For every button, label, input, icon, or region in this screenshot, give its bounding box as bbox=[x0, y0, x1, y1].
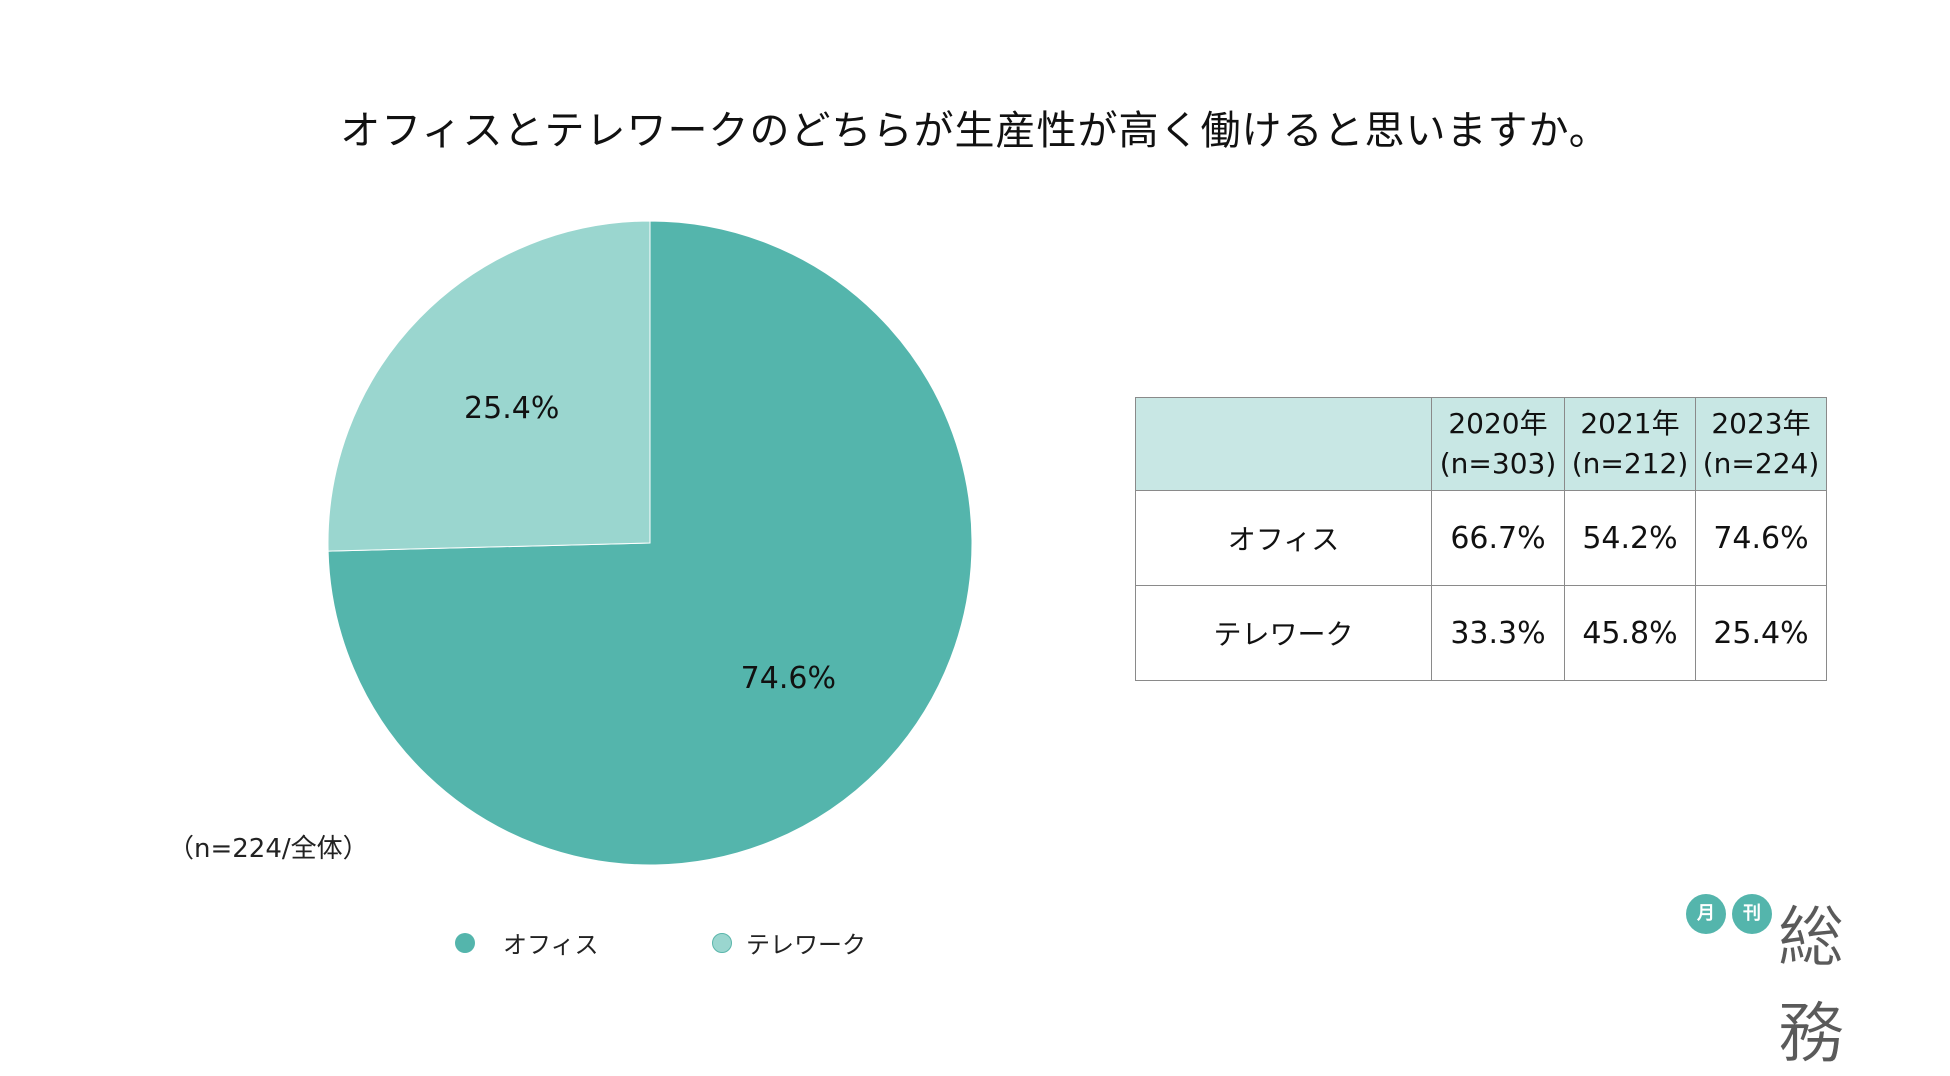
table-cell: 54.2% bbox=[1564, 490, 1696, 586]
table-cell: 74.6% bbox=[1695, 490, 1827, 586]
legend: オフィス テレワーク bbox=[0, 925, 1950, 965]
row-label: テレワーク bbox=[1135, 585, 1432, 681]
table-row: オフィス 66.7% 54.2% 74.6% bbox=[1135, 490, 1827, 586]
pie-chart: 74.6% 25.4% bbox=[327, 220, 973, 866]
header-year: 2023年 bbox=[1711, 407, 1811, 440]
table-header-cell: 2023年 (n=224) bbox=[1695, 397, 1827, 491]
header-n: (n=212) bbox=[1571, 447, 1689, 480]
table-cell: 25.4% bbox=[1695, 585, 1827, 681]
brand-badge-2: 刊 bbox=[1732, 894, 1772, 934]
table-row: テレワーク 33.3% 45.8% 25.4% bbox=[1135, 585, 1827, 681]
brand-logo: 月 刊 総務 bbox=[1686, 890, 1906, 1072]
comparison-table: 2020年 (n=303) 2021年 (n=212) 2023年 (n=224… bbox=[1135, 397, 1827, 681]
table-cell: 66.7% bbox=[1431, 490, 1565, 586]
header-n: (n=224) bbox=[1702, 447, 1820, 480]
pie-slice-telework bbox=[327, 220, 651, 552]
chart-title: オフィスとテレワークのどちらが生産性が高く働けると思いますか。 bbox=[340, 108, 1610, 154]
legend-swatch-telework bbox=[712, 932, 732, 953]
pie-label-office: 74.6% bbox=[741, 661, 836, 696]
table-cell: 45.8% bbox=[1564, 585, 1696, 681]
row-label: オフィス bbox=[1135, 490, 1432, 586]
legend-item-telework: テレワーク bbox=[712, 925, 866, 960]
header-year: 2020年 bbox=[1448, 407, 1548, 440]
legend-swatch-office bbox=[455, 932, 475, 953]
brand-name: 総務 bbox=[1778, 899, 1845, 1073]
pie-label-telework: 25.4% bbox=[464, 391, 559, 426]
table-header-corner bbox=[1135, 397, 1432, 491]
header-year: 2021年 bbox=[1580, 407, 1680, 440]
table-header-cell: 2021年 (n=212) bbox=[1564, 397, 1696, 491]
legend-label-telework: テレワーク bbox=[746, 931, 866, 959]
table-header-cell: 2020年 (n=303) bbox=[1431, 397, 1565, 491]
legend-item-office: オフィス bbox=[455, 925, 599, 960]
header-n: (n=303) bbox=[1439, 447, 1557, 480]
sample-size-note: （n=224/全体） bbox=[168, 834, 369, 864]
table-cell: 33.3% bbox=[1431, 585, 1565, 681]
brand-badge-1: 月 bbox=[1686, 894, 1726, 934]
table-header-row: 2020年 (n=303) 2021年 (n=212) 2023年 (n=224… bbox=[1135, 397, 1827, 491]
legend-label-office: オフィス bbox=[503, 931, 599, 959]
